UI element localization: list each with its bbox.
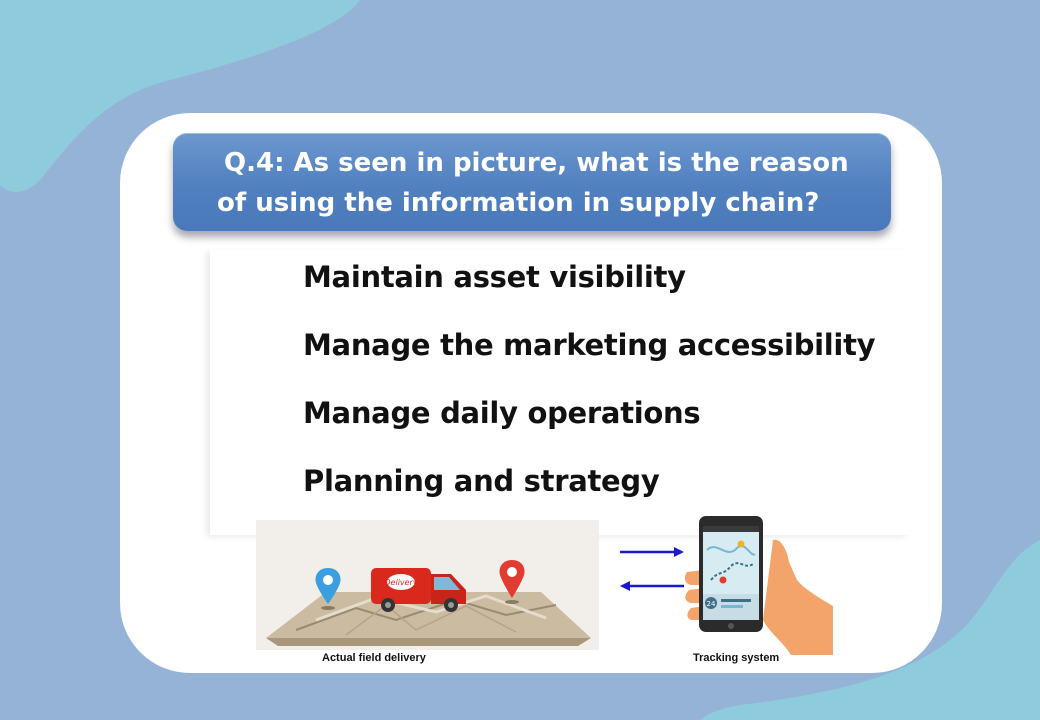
field-delivery-illustration: Delivery [256,520,599,650]
option-3[interactable]: Manage daily operations [303,396,701,430]
question-line-1: Q.4: As seen in picture, what is the rea… [224,148,849,178]
tracking-phone-illustration: 24 [683,510,833,655]
option-2[interactable]: Manage the marketing accessibility [303,328,876,362]
options-panel [210,250,910,535]
delivery-caption: Actual field delivery [322,652,426,664]
sync-arrows-icon [620,547,684,591]
option-1[interactable]: Maintain asset visibility [303,260,686,294]
question-banner: Q.4: As seen in picture, what is the rea… [173,133,891,231]
svg-text:Delivery: Delivery [384,578,417,587]
option-4[interactable]: Planning and strategy [303,464,660,498]
tracking-caption: Tracking system [693,652,780,664]
van-icon: Delivery [371,568,466,612]
svg-text:24: 24 [707,600,716,608]
question-line-2: of using the information in supply chain… [217,188,820,218]
smartphone-icon: 24 [699,516,763,632]
map-pin-blue-icon [315,568,341,610]
map-pin-red-icon [499,560,525,604]
